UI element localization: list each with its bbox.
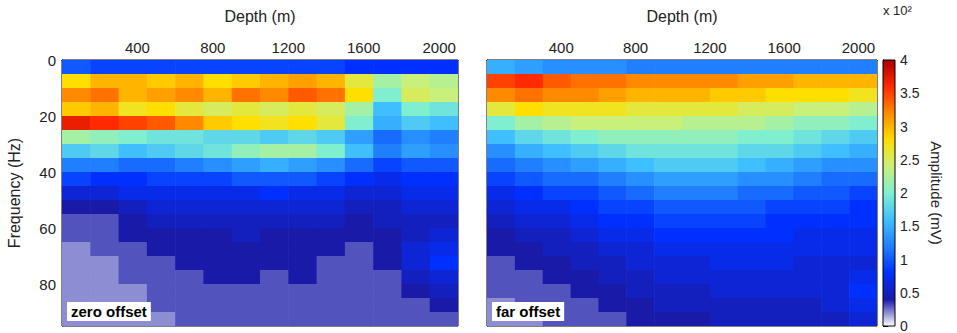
svg-text:800: 800 [200,39,225,56]
svg-text:60: 60 [39,220,56,237]
svg-text:zero offset: zero offset [71,303,147,320]
svg-text:2000: 2000 [422,39,455,56]
svg-text:1.5: 1.5 [900,218,920,234]
svg-text:Depth (m): Depth (m) [224,8,295,25]
svg-text:0: 0 [48,52,56,69]
svg-text:4: 4 [900,52,908,68]
svg-text:800: 800 [623,39,648,56]
svg-text:0: 0 [900,318,908,333]
svg-text:2.5: 2.5 [900,152,920,168]
svg-text:2000: 2000 [842,39,875,56]
svg-text:40: 40 [39,164,56,181]
svg-text:Amplitude (mV): Amplitude (mV) [928,141,945,244]
svg-text:3.5: 3.5 [900,85,920,101]
svg-text:Depth (m): Depth (m) [646,8,717,25]
svg-text:400: 400 [125,39,150,56]
svg-text:0.5: 0.5 [900,285,920,301]
svg-text:1600: 1600 [347,39,380,56]
svg-text:2: 2 [900,185,908,201]
svg-text:Frequency (Hz): Frequency (Hz) [6,138,23,248]
svg-text:1200: 1200 [693,39,726,56]
svg-text:80: 80 [39,276,56,293]
svg-text:400: 400 [549,39,574,56]
svg-text:x 10²: x 10² [883,3,913,18]
svg-text:far offset: far offset [496,303,560,320]
svg-text:3: 3 [900,119,908,135]
svg-text:1200: 1200 [272,39,305,56]
svg-text:1600: 1600 [767,39,800,56]
svg-text:1: 1 [900,252,908,268]
svg-text:20: 20 [39,108,56,125]
